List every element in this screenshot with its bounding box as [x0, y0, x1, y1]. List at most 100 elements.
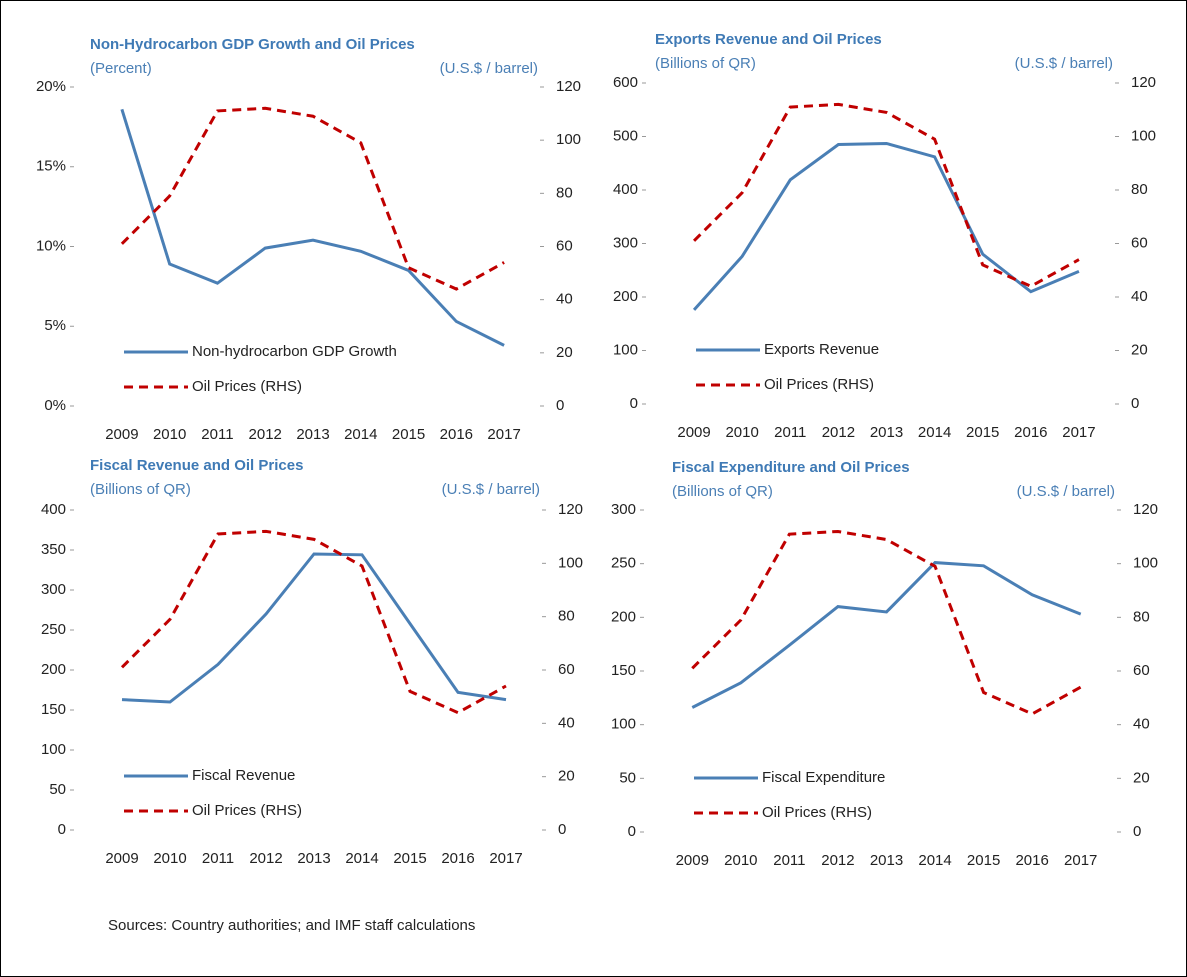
- x-tick-label: 2011: [201, 426, 233, 443]
- series-line: [692, 102, 1080, 288]
- y-tick-label: 15%: [36, 158, 66, 175]
- y-tick-label: 0: [58, 821, 66, 838]
- legend-label: Oil Prices (RHS): [192, 378, 302, 395]
- y-tick-label: 0%: [44, 397, 66, 414]
- y2-tick-label: 120: [1131, 74, 1156, 91]
- y2-tick-label: 40: [1131, 288, 1148, 305]
- x-tick-label: 2010: [724, 852, 757, 869]
- y2-tick-label: 0: [558, 821, 566, 838]
- y2-tick-label: 60: [1131, 234, 1148, 251]
- x-tick-label: 2017: [1064, 852, 1097, 869]
- y2-tick-label: 0: [1133, 823, 1141, 840]
- y-tick-label: 20%: [36, 78, 66, 95]
- y2-tick-label: 100: [1131, 127, 1156, 144]
- series-line: [691, 561, 1082, 709]
- series-line: [692, 141, 1080, 311]
- x-tick-label: 2013: [297, 850, 330, 867]
- x-tick-label: 2010: [725, 424, 758, 441]
- series-line: [691, 529, 1082, 716]
- x-tick-label: 2016: [440, 426, 473, 443]
- x-tick-label: 2011: [202, 850, 234, 867]
- y2-tick-label: 100: [1133, 555, 1158, 572]
- legend-label: Exports Revenue: [764, 341, 879, 358]
- y-tick-label: 200: [611, 608, 636, 625]
- y-tick-label: 100: [613, 341, 638, 358]
- y-tick-label: 500: [613, 127, 638, 144]
- legend-label: Fiscal Revenue: [192, 767, 295, 784]
- y2-tick-label: 20: [1133, 769, 1150, 786]
- y2-tick-label: 80: [1131, 181, 1148, 198]
- y2-tick-label: 80: [558, 608, 575, 625]
- legend-label: Fiscal Expenditure: [762, 769, 885, 786]
- y-tick-label: 200: [41, 661, 66, 678]
- y-tick-label: 600: [613, 74, 638, 91]
- y2-tick-label: 60: [1133, 662, 1150, 679]
- y-tick-label: 50: [49, 781, 66, 798]
- y-tick-label: 350: [41, 541, 66, 558]
- x-tick-label: 2013: [296, 426, 329, 443]
- y2-tick-label: 20: [558, 768, 575, 785]
- y-tick-label: 5%: [44, 317, 66, 334]
- legend-label: Non-hydrocarbon GDP Growth: [192, 343, 397, 360]
- x-tick-label: 2010: [153, 850, 186, 867]
- y-tick-label: 250: [41, 621, 66, 638]
- y2-tick-label: 80: [1133, 608, 1150, 625]
- y2-tick-label: 60: [558, 661, 575, 678]
- x-tick-label: 2009: [677, 424, 710, 441]
- y-tick-label: 150: [41, 701, 66, 718]
- y-tick-label: 300: [611, 501, 636, 518]
- y2-tick-label: 40: [556, 291, 573, 308]
- x-tick-label: 2012: [821, 852, 854, 869]
- x-tick-label: 2015: [393, 850, 426, 867]
- source-note: Sources: Country authorities; and IMF st…: [108, 917, 475, 934]
- series-line: [120, 529, 507, 715]
- y-axis-label: (Billions of QR): [90, 481, 191, 498]
- y2-tick-label: 120: [558, 501, 583, 518]
- x-tick-label: 2017: [489, 850, 522, 867]
- y2-axis-label: (U.S.$ / barrel): [1015, 55, 1113, 72]
- chart-title: Fiscal Expenditure and Oil Prices: [672, 459, 910, 476]
- y2-tick-label: 100: [558, 554, 583, 571]
- x-tick-label: 2014: [344, 426, 377, 443]
- x-tick-label: 2016: [1014, 424, 1047, 441]
- y-tick-label: 100: [41, 741, 66, 758]
- y2-tick-label: 40: [1133, 716, 1150, 733]
- series-line: [120, 106, 505, 291]
- y-tick-label: 400: [41, 501, 66, 518]
- y-tick-label: 300: [613, 234, 638, 251]
- x-tick-label: 2013: [870, 424, 903, 441]
- chart-title: Exports Revenue and Oil Prices: [655, 31, 882, 48]
- y-tick-label: 100: [611, 716, 636, 733]
- x-tick-label: 2012: [249, 850, 282, 867]
- y-tick-label: 300: [41, 581, 66, 598]
- x-tick-label: 2014: [918, 852, 951, 869]
- chart-title: Fiscal Revenue and Oil Prices: [90, 457, 303, 474]
- y2-tick-label: 80: [556, 184, 573, 201]
- y-tick-label: 200: [613, 288, 638, 305]
- x-tick-label: 2012: [822, 424, 855, 441]
- y-tick-label: 0: [630, 395, 638, 412]
- series-line: [121, 552, 507, 704]
- x-tick-label: 2017: [1062, 424, 1095, 441]
- legend-label: Oil Prices (RHS): [762, 804, 872, 821]
- y2-tick-label: 0: [1131, 395, 1139, 412]
- x-tick-label: 2011: [773, 852, 805, 869]
- chart-title: Non-Hydrocarbon GDP Growth and Oil Price…: [90, 36, 415, 53]
- y-tick-label: 0: [628, 823, 636, 840]
- y2-tick-label: 120: [556, 78, 581, 95]
- x-tick-label: 2015: [392, 426, 425, 443]
- x-tick-label: 2010: [153, 426, 186, 443]
- x-tick-label: 2013: [870, 852, 903, 869]
- y-tick-label: 10%: [36, 237, 66, 254]
- y2-tick-label: 0: [556, 397, 564, 414]
- x-tick-label: 2015: [966, 424, 999, 441]
- series-line: [120, 108, 505, 347]
- x-tick-label: 2014: [345, 850, 378, 867]
- y2-axis-label: (U.S.$ / barrel): [1017, 483, 1115, 500]
- y-axis-label: (Billions of QR): [672, 483, 773, 500]
- x-tick-label: 2012: [249, 426, 282, 443]
- x-tick-label: 2017: [487, 426, 520, 443]
- y2-tick-label: 20: [556, 344, 573, 361]
- x-tick-label: 2016: [1015, 852, 1048, 869]
- y2-axis-label: (U.S.$ / barrel): [442, 481, 540, 498]
